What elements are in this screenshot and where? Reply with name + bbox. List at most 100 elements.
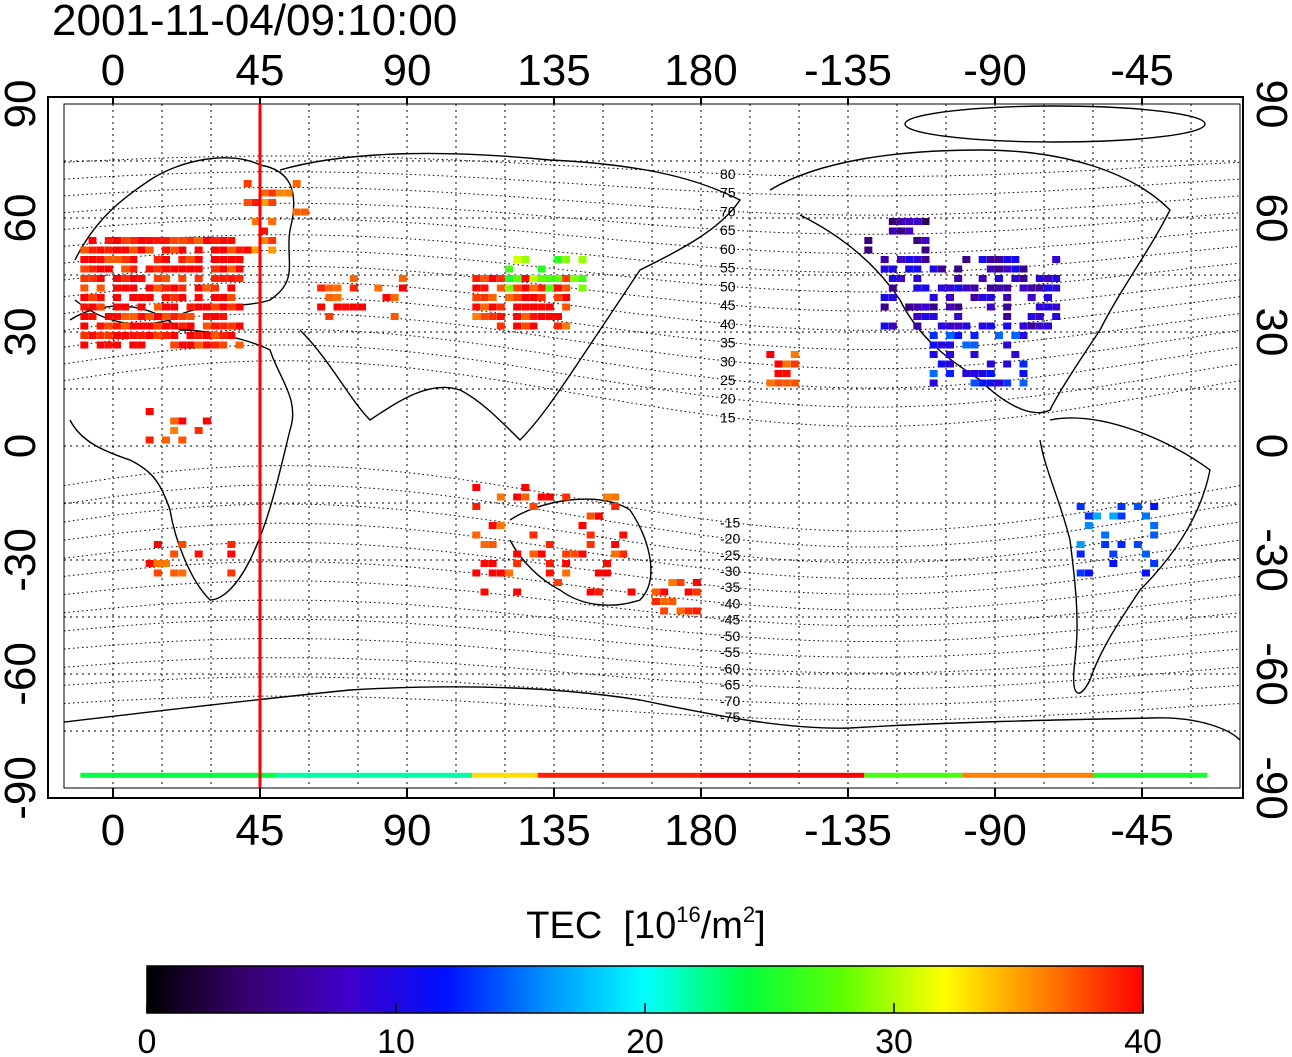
tec-sample xyxy=(545,275,554,282)
tec-sample xyxy=(211,313,219,320)
tec-sample xyxy=(211,284,219,292)
tec-sample xyxy=(186,237,195,244)
tec-sample xyxy=(1117,512,1126,520)
tec-sample xyxy=(962,341,971,349)
tec-sample xyxy=(496,322,505,330)
maglat-label: 40 xyxy=(720,316,736,332)
colorbar-tick-label: 40 xyxy=(1124,1023,1162,1057)
tec-sample xyxy=(692,579,701,586)
tec-sample xyxy=(145,284,154,292)
tec-sample xyxy=(121,313,130,320)
tec-sample xyxy=(129,246,138,254)
tec-sample xyxy=(496,493,505,501)
tec-sample xyxy=(1076,503,1085,510)
tec-sample xyxy=(603,493,611,501)
tec-sample xyxy=(227,550,236,558)
tec-sample xyxy=(496,569,505,577)
tec-sample xyxy=(211,246,219,254)
tec-sample xyxy=(513,284,522,292)
tec-sample xyxy=(145,436,154,444)
tec-sample xyxy=(562,493,571,501)
colorbar-title-prefix: TEC xyxy=(526,905,603,947)
tec-sample xyxy=(382,294,391,301)
tec-sample xyxy=(88,303,97,311)
tec-sample xyxy=(113,322,121,330)
tec-sample xyxy=(1044,322,1052,330)
tec-sample xyxy=(978,275,987,282)
tec-sample xyxy=(913,303,922,311)
tec-sample xyxy=(219,237,228,244)
tec-sample xyxy=(978,370,987,377)
tec-sample xyxy=(537,265,546,273)
tec-sample xyxy=(194,237,203,244)
tec-sample xyxy=(1093,512,1101,520)
tec-sample xyxy=(194,284,203,292)
tec-sample xyxy=(521,275,530,282)
tec-sample xyxy=(888,265,897,273)
tec-sample xyxy=(137,246,146,254)
tec-sample xyxy=(660,607,669,615)
tec-sample xyxy=(962,284,971,292)
tec-sample xyxy=(537,550,546,558)
tec-sample xyxy=(888,322,897,330)
tec-sample xyxy=(153,237,162,244)
tec-sample xyxy=(1011,275,1020,282)
left-latitude-axis: 90 60 30 0 -30 -60 -90 xyxy=(0,80,45,820)
tec-sample xyxy=(913,237,922,244)
tec-sample xyxy=(505,294,513,301)
tec-sample xyxy=(121,256,130,263)
tec-sample xyxy=(1027,322,1036,330)
tec-sample xyxy=(96,246,105,254)
tec-sample xyxy=(619,550,628,558)
tec-sample xyxy=(480,275,489,282)
tec-sample xyxy=(113,246,121,254)
tec-sample xyxy=(921,237,930,244)
colorbar-tick-label: 20 xyxy=(626,1023,664,1057)
tec-sample xyxy=(96,341,105,349)
tec-sample xyxy=(129,332,138,339)
tec-sample xyxy=(594,569,603,577)
tec-sample xyxy=(1142,550,1150,558)
maglat-contour xyxy=(64,187,1240,216)
tec-sample xyxy=(1052,256,1061,263)
lat-tick-label-left: 30 xyxy=(0,308,45,357)
lat-tick-label-left: -30 xyxy=(0,528,45,592)
tec-sample xyxy=(790,379,799,387)
tec-sample xyxy=(472,294,481,301)
tec-sample xyxy=(178,294,187,301)
tec-sample xyxy=(880,256,889,263)
tec-sample xyxy=(121,303,130,311)
tec-sample xyxy=(219,322,228,330)
tec-sample xyxy=(211,275,219,282)
tec-sample xyxy=(1133,503,1142,510)
tec-sample xyxy=(488,569,497,577)
tec-sample xyxy=(349,275,358,282)
colorbar-title: TEC [1016/m2] xyxy=(0,902,1292,948)
tec-sample xyxy=(170,569,179,577)
tec-sample xyxy=(562,569,571,577)
tec-sample xyxy=(113,256,121,263)
colorbar-units-mid: /m xyxy=(700,905,743,947)
lat-lon-grid xyxy=(64,104,1240,788)
tec-sample xyxy=(897,227,905,235)
tec-sample xyxy=(88,275,97,282)
maglat-label: 25 xyxy=(720,372,736,388)
tec-sample xyxy=(1076,569,1085,577)
tec-sample xyxy=(880,294,889,301)
tec-sample xyxy=(129,275,138,282)
tec-sample xyxy=(194,294,203,301)
tec-sample xyxy=(170,237,179,244)
tec-sample xyxy=(578,275,587,282)
tec-sample xyxy=(611,541,620,548)
lat-tick-label-left: 60 xyxy=(0,194,45,243)
maglat-label: 30 xyxy=(720,353,736,369)
tec-sample xyxy=(929,313,938,320)
tec-sample xyxy=(202,341,211,349)
tec-sample xyxy=(978,256,987,263)
tec-sample xyxy=(513,550,522,558)
tec-sample xyxy=(586,512,595,520)
tec-sample xyxy=(260,199,268,206)
lon-tick-label-top: -135 xyxy=(804,46,892,95)
tec-sample xyxy=(113,341,121,349)
top-longitude-axis: 0 45 90 135 180 -135 -90 -45 xyxy=(101,46,1174,104)
